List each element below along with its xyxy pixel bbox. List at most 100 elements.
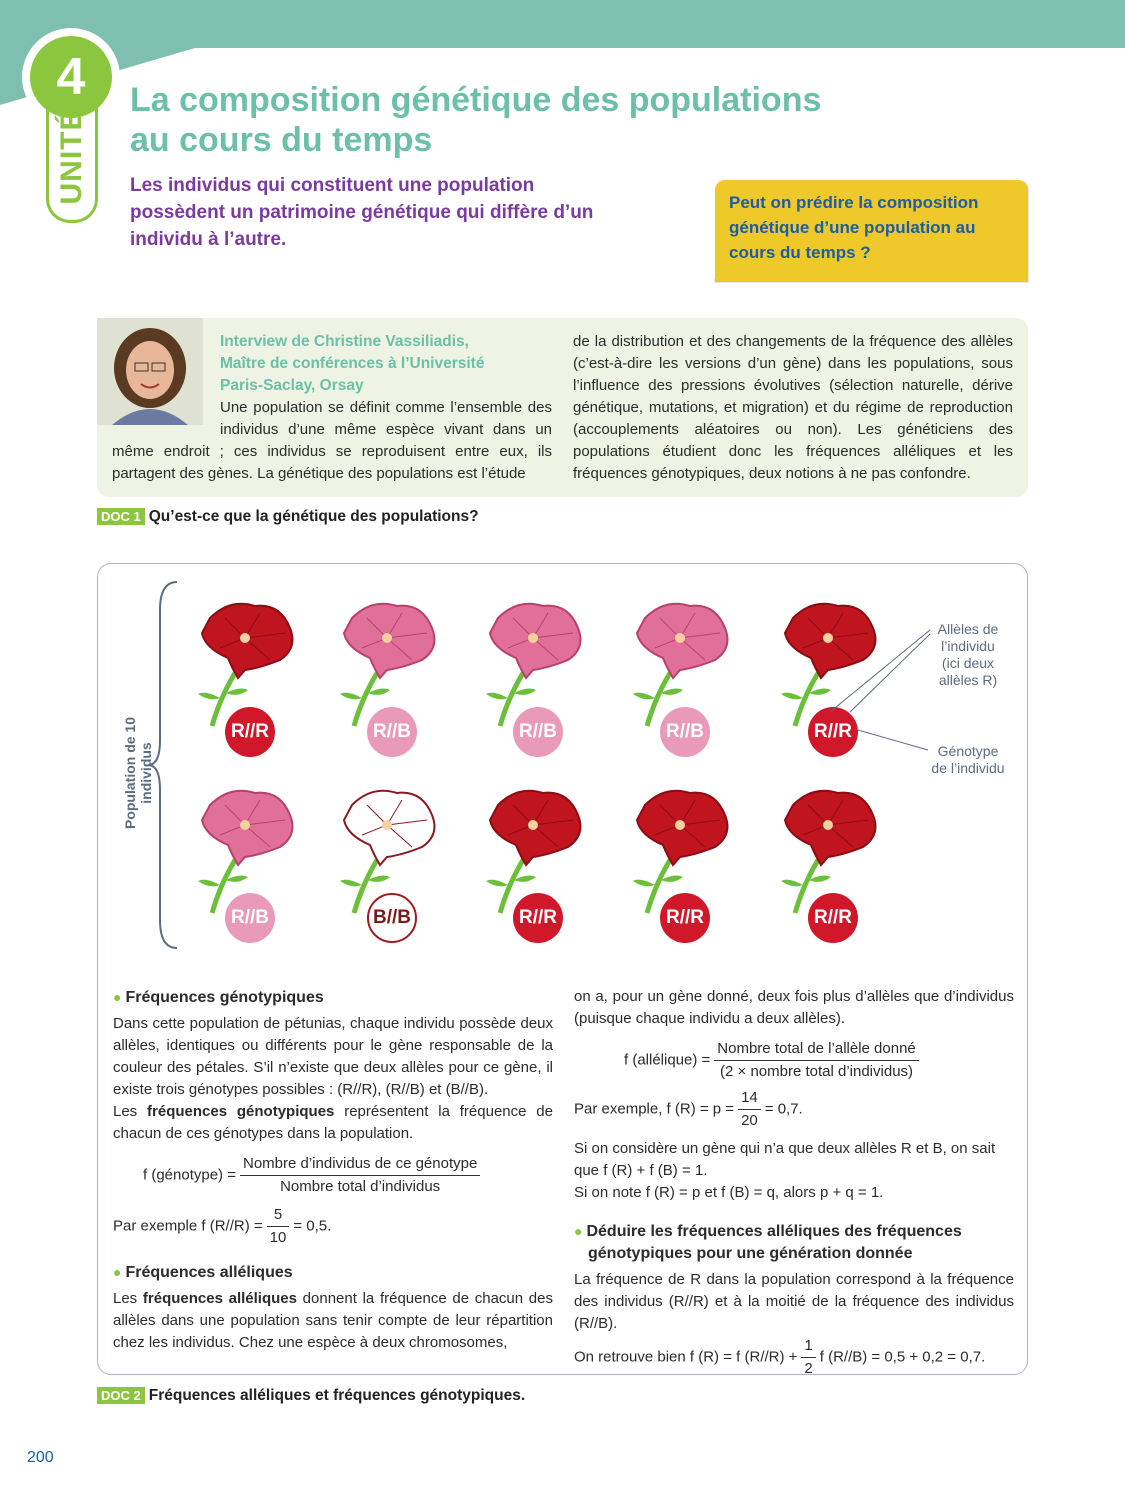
interview-text: Une population se définit comme l’ensemb…	[220, 399, 552, 438]
genotype-badge: R//B	[225, 893, 275, 943]
heading-line: Paris-Saclay, Orsay	[220, 377, 364, 394]
genotype-annotation: Génotype de l’individu	[918, 743, 1018, 777]
section-heading: ● Déduire les fréquences alléliques des f…	[574, 1220, 1014, 1265]
unit-number: 4	[30, 36, 112, 118]
text: f (R//B) = 0,5 + 0,2 = 0,7.	[819, 1348, 986, 1366]
anno-line: allèles R)	[938, 672, 998, 688]
text: On retrouve bien f (R) = f (R//R) +	[574, 1348, 798, 1366]
text: = 0,5.	[293, 1217, 332, 1235]
genotype-badge: R//B	[367, 707, 417, 757]
subtitle: Les individus qui constituent une popula…	[130, 175, 594, 250]
petunia-flower	[486, 602, 582, 727]
denominator: 10	[269, 1229, 287, 1246]
numerator: Nombre total de l’allèle donné	[714, 1038, 919, 1061]
denominator: Nombre total d’individus	[280, 1178, 441, 1195]
page-title: La composition génétique des populations…	[130, 80, 1030, 160]
text: = 0,7.	[764, 1100, 803, 1118]
text: Les	[113, 1290, 143, 1307]
genotype-badge: R//R	[660, 893, 710, 943]
doc2-title: Fréquences alléliques et fréquences géno…	[148, 1387, 526, 1404]
text: donnent la fréquence de chacun des allèl…	[113, 1290, 553, 1351]
example-allelic: Par exemple, f (R) = p = 14 20 = 0,7.	[574, 1087, 1014, 1132]
doc1-label: DOC 1	[97, 508, 145, 525]
anno-line: (ici deux	[941, 655, 995, 671]
genotype-badge: R//B	[513, 707, 563, 757]
genotype-badge: R//R	[513, 893, 563, 943]
annotation-lines	[829, 629, 931, 751]
genotype-badge: R//R	[808, 707, 858, 757]
denominator: 2	[804, 1360, 813, 1377]
heading-text: Déduire les fréquences alléliques des fr…	[586, 1223, 962, 1262]
doc1-caption: DOC 1 Qu’est-ce que la génétique des popu…	[97, 508, 479, 526]
title-line: au cours du temps	[130, 121, 433, 159]
paragraph: Dans cette population de pétunias, chaqu…	[113, 1015, 553, 1098]
example-genotype: Par exemple f (R//R) = 5 10 = 0,5.	[113, 1204, 553, 1249]
anno-line: de l’individu	[931, 760, 1005, 776]
doc2-caption: DOC 2 Fréquences alléliques et fréquences…	[97, 1387, 525, 1405]
question-box: Peut on prédire la composition génétique…	[715, 180, 1028, 282]
section-heading: ● Fréquences alléliques	[113, 1261, 553, 1284]
formula-lhs: f (allélique) =	[624, 1051, 711, 1069]
genotype-badge: R//B	[660, 707, 710, 757]
heading-line: Maître de conférences à l’Université	[220, 355, 485, 372]
denominator: (2 × nombre total d’individus)	[720, 1063, 914, 1080]
doc2-label: DOC 2	[97, 1387, 145, 1404]
interviewee-photo	[97, 318, 203, 425]
text: représentent la fréquence de chacun de c…	[113, 1103, 553, 1142]
alleles-annotation: Allèles de l’individu (ici deux allèles R)	[925, 621, 1011, 689]
unit-label: UNITÉ	[55, 109, 88, 205]
bullet-icon: ●	[574, 1223, 583, 1239]
anno-line: Génotype	[937, 743, 999, 759]
interview-text: un même endroit ; ces individus se repro…	[112, 421, 552, 482]
photo-spacer	[112, 331, 220, 425]
title-line: La composition génétique des populations	[130, 81, 822, 119]
right-column: on a, pour un gène donné, deux fois plus…	[574, 986, 1014, 1380]
doc2-figure	[97, 563, 1028, 1375]
page-number: 200	[27, 1449, 54, 1466]
bold-term: fréquences génotypiques	[147, 1103, 335, 1120]
petunia-flower	[633, 602, 729, 727]
population-brace	[147, 581, 178, 949]
heading-text: Fréquences génotypiques	[125, 989, 324, 1006]
text: Les	[113, 1103, 148, 1120]
interview-heading: Interview de Christine Vassiliadis, Maîtr…	[112, 331, 552, 397]
anno-line: Allèles de	[937, 621, 999, 637]
numerator: 1	[801, 1335, 816, 1358]
heading-line: Interview de Christine Vassiliadis,	[220, 333, 469, 350]
petunia-flower	[340, 602, 436, 727]
petunia-flower	[198, 602, 294, 727]
section-heading: ● Fréquences génotypiques	[113, 986, 553, 1009]
paragraph: on a, pour un gène donné, deux fois plus…	[574, 988, 1014, 1027]
bullet-icon: ●	[113, 1264, 122, 1280]
paragraph: Les fréquences alléliques donnent la fré…	[113, 1288, 553, 1354]
conclusion-formula: On retrouve bien f (R) = f (R//R) +1 2 f (…	[574, 1335, 1014, 1380]
formula-lhs: f (génotype) =	[143, 1166, 236, 1184]
paragraph: Si on considère un gène qui n’a que deux…	[574, 1140, 996, 1179]
interview-column1: Interview de Christine Vassiliadis, Maîtr…	[112, 331, 552, 485]
petunia-flower	[486, 789, 582, 914]
anno-line: l’individu	[941, 638, 995, 654]
paragraph: Si on note f (R) = p et f (B) = q, alors…	[574, 1184, 884, 1201]
genotype-badge: R//R	[808, 893, 858, 943]
formula-genotype: f (génotype) = Nombre d’individus de ce g…	[143, 1153, 553, 1198]
paragraph: La fréquence de R dans la population cor…	[574, 1271, 1014, 1332]
numerator: Nombre d’individus de ce génotype	[239, 1153, 481, 1176]
text: Par exemple f (R//R) =	[113, 1217, 263, 1235]
petunia-flower	[340, 789, 436, 914]
interview-box	[97, 318, 1028, 497]
petunia-flower	[781, 789, 877, 914]
denominator: 20	[741, 1112, 758, 1129]
numerator: 14	[738, 1087, 761, 1110]
genotype-badge: B//B	[367, 893, 417, 943]
petunia-flower	[198, 789, 294, 914]
left-column: ● Fréquences génotypiques Dans cette popu…	[113, 986, 553, 1354]
text: Par exemple, f (R) = p =	[574, 1100, 735, 1118]
header-band	[0, 0, 1125, 105]
petunia-flower	[781, 602, 877, 727]
formula-allelic: f (allélique) = Nombre total de l’allèle …	[624, 1038, 1014, 1083]
numerator: 5	[266, 1204, 290, 1227]
interview-text-col2: de la distribution et des changements de…	[573, 333, 1013, 482]
paragraph: Les fréquences génotypiques représentent…	[113, 1101, 553, 1145]
bold-term: fréquences alléliques	[142, 1290, 297, 1307]
genotype-badge: R//R	[225, 707, 275, 757]
